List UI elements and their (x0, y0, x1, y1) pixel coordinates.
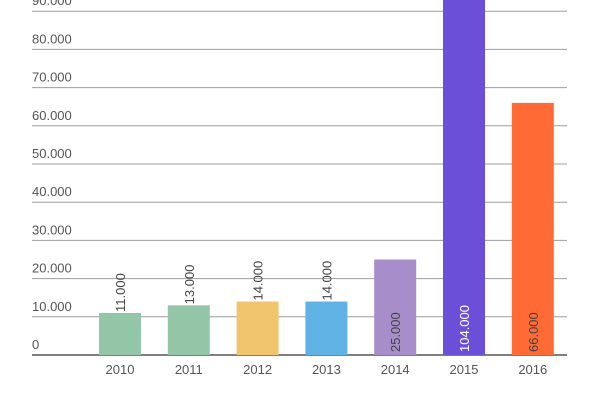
bar (374, 259, 417, 355)
y-tick-label: 20.000 (32, 261, 72, 276)
y-tick-label: 90.000 (32, 0, 72, 8)
x-tick-label: 2016 (518, 362, 547, 377)
x-tick-label: 2015 (450, 362, 479, 377)
data-label: 11.000 (113, 273, 128, 312)
data-label: 104.000 (457, 305, 472, 352)
y-tick-label: 10.000 (32, 299, 72, 314)
x-tick-label: 2010 (106, 362, 135, 377)
bar (305, 301, 348, 355)
y-tick-label: 80.000 (32, 31, 72, 46)
x-tick-label: 2014 (381, 362, 410, 377)
bars: 11.000 13.000 14.000 14.000 25.000 104.000 66.… (99, 0, 554, 355)
y-tick-label: 40.000 (32, 184, 72, 199)
y-tick-label: 0 (32, 337, 39, 352)
data-label: 25.000 (388, 312, 403, 352)
y-grid: 0 10.000 20.000 30.000 40.000 50.000 60.000 70.… (32, 0, 567, 356)
y-tick-label: 60.000 (32, 108, 72, 123)
y-tick-label: 30.000 (32, 222, 72, 237)
data-label: 14.000 (319, 261, 334, 301)
x-tick-label: 2011 (175, 362, 203, 377)
x-tick-label: 2012 (243, 362, 272, 377)
x-tick-label: 2013 (312, 362, 341, 377)
data-label: 66.000 (526, 312, 541, 352)
y-tick-label: 70.000 (32, 70, 72, 85)
data-label: 13.000 (182, 265, 197, 305)
data-label: 14.000 (251, 261, 266, 301)
x-axis-labels: 2010 2011 2012 2013 2014 2015 2016 (106, 362, 548, 377)
bar (99, 312, 141, 355)
bar (167, 305, 210, 355)
bar (443, 0, 485, 355)
bar (236, 301, 279, 355)
bar (511, 102, 554, 355)
y-tick-label: 50.000 (32, 146, 72, 161)
